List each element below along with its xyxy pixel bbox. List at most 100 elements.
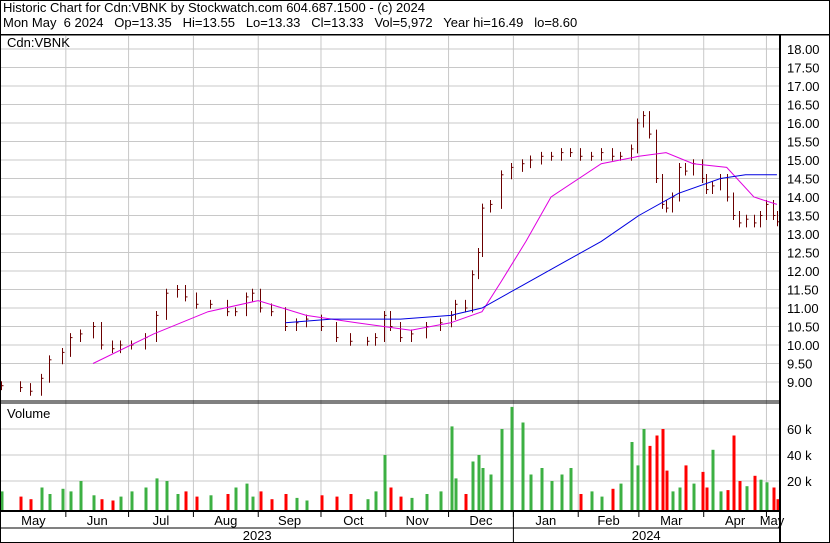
month-label: Sep xyxy=(278,513,301,528)
volume-bar xyxy=(295,497,299,511)
volume-bar xyxy=(29,499,33,511)
volume-bar xyxy=(471,461,475,511)
volume-tick-label: 40 k xyxy=(787,448,812,463)
volume-bar xyxy=(753,475,757,511)
month-label: Jan xyxy=(535,513,556,528)
price-tick-label: 14.00 xyxy=(787,190,820,205)
volume-bar xyxy=(745,486,749,511)
month-label: Dec xyxy=(469,513,493,528)
volume-bar xyxy=(305,500,309,511)
moving-average-short-line xyxy=(92,152,778,364)
volume-tick-label: 60 k xyxy=(787,422,812,437)
volume-bar xyxy=(209,495,213,511)
volume-bar xyxy=(195,496,199,511)
volume-bar xyxy=(726,490,730,511)
volume-bar xyxy=(383,455,387,511)
month-label: Jun xyxy=(87,513,108,528)
volume-bar xyxy=(521,422,525,511)
price-tick-label: 17.50 xyxy=(787,61,820,76)
volume-bar xyxy=(320,495,324,511)
volume-bar xyxy=(540,468,544,511)
volume-bar xyxy=(389,487,393,511)
month-label: Nov xyxy=(406,513,430,528)
volume-bar xyxy=(335,496,339,511)
volume-bar xyxy=(678,487,682,511)
volume-bar xyxy=(439,491,443,511)
price-tick-label: 13.50 xyxy=(787,209,820,224)
month-label: Jul xyxy=(153,513,170,528)
volume-bar xyxy=(711,449,715,511)
price-tick-label: 10.50 xyxy=(787,320,820,335)
price-tick-label: 15.50 xyxy=(787,135,820,150)
volume-bar xyxy=(648,445,652,511)
volume-bar xyxy=(100,499,104,511)
volume-bar xyxy=(464,494,468,511)
volume-bar xyxy=(61,488,65,511)
price-tick-label: 12.00 xyxy=(787,264,820,279)
price-tick-label: 9.00 xyxy=(787,375,812,390)
volume-bar xyxy=(772,487,776,511)
volume-bar xyxy=(569,468,573,511)
volume-bar xyxy=(251,496,255,511)
chart-title: Historic Chart for Cdn:VBNK by Stockwatc… xyxy=(3,0,425,15)
volume-tick-label: 20 k xyxy=(787,474,812,489)
volume-bar xyxy=(636,465,640,511)
volume-bar xyxy=(529,474,533,511)
price-tick-label: 15.00 xyxy=(787,153,820,168)
price-tick-label: 16.00 xyxy=(787,116,820,131)
volume-bar xyxy=(374,491,378,511)
volume-bar xyxy=(234,487,238,511)
volume-bar xyxy=(590,491,594,511)
volume-bar xyxy=(92,495,96,511)
volume-bar xyxy=(619,483,623,511)
price-tick-label: 17.00 xyxy=(787,79,820,94)
volume-bar xyxy=(19,496,23,511)
volume-bar xyxy=(111,500,115,511)
price-tick-label: 10.00 xyxy=(787,338,820,353)
volume-bar xyxy=(410,497,414,511)
volume-bar xyxy=(259,491,263,511)
volume-bar xyxy=(738,481,742,511)
volume-bar xyxy=(665,470,669,511)
price-tick-label: 11.00 xyxy=(787,301,819,316)
volume-bar xyxy=(349,494,353,511)
volume-bar xyxy=(366,499,370,511)
volume-bar xyxy=(705,487,709,511)
month-label: Aug xyxy=(214,513,237,528)
volume-bar xyxy=(759,479,763,511)
price-tick-label: 18.00 xyxy=(787,42,820,57)
volume-bar xyxy=(510,406,514,511)
volume-bar xyxy=(600,496,604,511)
price-tick-label: 11.50 xyxy=(787,283,819,298)
month-label: Mar xyxy=(660,513,683,528)
volume-bar xyxy=(719,491,723,511)
price-tick-label: 14.50 xyxy=(787,172,820,187)
volume-bar xyxy=(642,429,646,511)
volume-bar xyxy=(425,494,429,511)
volume-bar xyxy=(550,481,554,511)
symbol-label: Cdn:VBNK xyxy=(7,35,70,50)
volume-bar xyxy=(684,465,688,511)
moving-average-long-line xyxy=(285,174,777,324)
volume-bar xyxy=(1,491,4,511)
price-tick-label: 12.50 xyxy=(787,246,820,261)
volume-bar xyxy=(184,491,188,511)
volume-bar xyxy=(765,482,769,511)
volume-bar xyxy=(500,429,504,511)
volume-bar xyxy=(40,487,44,511)
volume-bar xyxy=(165,481,169,511)
year-label: 2023 xyxy=(243,528,272,542)
volume-bar xyxy=(130,491,134,511)
month-label: May xyxy=(21,513,46,528)
volume-bar xyxy=(692,483,696,511)
volume-bar xyxy=(481,468,485,511)
volume-bar xyxy=(48,494,52,511)
volume-bar xyxy=(454,478,458,511)
volume-bar xyxy=(270,499,274,511)
volume-bar xyxy=(560,474,564,511)
volume-bar xyxy=(579,494,583,511)
price-tick-label: 9.50 xyxy=(787,357,812,372)
price-tick-label: 16.50 xyxy=(787,98,820,113)
volume-bar xyxy=(477,455,481,511)
